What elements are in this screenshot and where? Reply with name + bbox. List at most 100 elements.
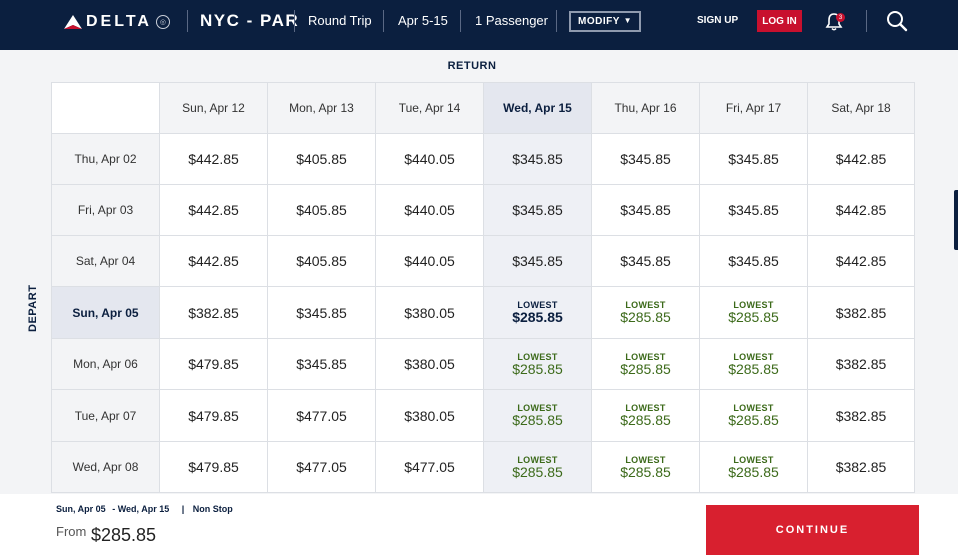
fare-price: $479.85 xyxy=(188,407,239,424)
side-feedback-tab[interactable] xyxy=(954,190,958,250)
fare-cell[interactable]: LOWEST $285.85 xyxy=(484,339,592,390)
selection-footer: Sun, Apr 05 - Wed, Apr 15 | Non Stop Fro… xyxy=(0,494,958,559)
divider xyxy=(187,10,188,32)
fare-cell[interactable]: $345.85 xyxy=(268,287,376,339)
fare-cell[interactable]: $479.85 xyxy=(160,390,268,442)
fare-price: $345.85 xyxy=(620,253,671,269)
depart-date-header: Sun, Apr 05 xyxy=(51,287,160,339)
fare-cell[interactable]: $382.85 xyxy=(808,390,915,442)
fare-cell[interactable]: $345.85 xyxy=(592,236,700,287)
divider xyxy=(866,10,867,32)
fare-price: $285.85 xyxy=(620,412,671,428)
fare-cell[interactable]: $440.05 xyxy=(376,236,484,287)
fare-price: $285.85 xyxy=(512,412,563,428)
fare-cell[interactable]: LOWEST $285.85 xyxy=(700,339,808,390)
fare-cell[interactable]: $442.85 xyxy=(808,185,915,236)
fare-cell[interactable]: $382.85 xyxy=(808,442,915,493)
fare-price: $477.05 xyxy=(404,459,455,475)
fare-cell[interactable]: $382.85 xyxy=(808,287,915,339)
divider xyxy=(460,10,461,32)
fare-cell[interactable]: $442.85 xyxy=(808,236,915,287)
fare-cell[interactable]: $440.05 xyxy=(376,134,484,185)
fare-cell[interactable]: LOWEST $285.85 xyxy=(592,339,700,390)
fare-cell[interactable]: $477.05 xyxy=(376,442,484,493)
fare-cell[interactable]: $345.85 xyxy=(700,236,808,287)
fare-cell[interactable]: LOWEST $285.85 xyxy=(484,390,592,442)
fare-cell[interactable]: LOWEST $285.85 xyxy=(592,287,700,339)
fare-cell[interactable]: $345.85 xyxy=(484,185,592,236)
sign-up-link[interactable]: SIGN UP xyxy=(697,15,739,26)
fare-cell[interactable]: LOWEST $285.85 xyxy=(484,287,592,339)
depart-date-header: Wed, Apr 08 xyxy=(51,442,160,493)
fare-cell[interactable]: $345.85 xyxy=(700,134,808,185)
lowest-fare-tag: LOWEST xyxy=(625,300,666,310)
fare-cell[interactable]: $380.05 xyxy=(376,339,484,390)
fare-cell[interactable]: $405.85 xyxy=(268,185,376,236)
fare-price: $477.05 xyxy=(296,459,347,475)
route-title: NYC - PAR xyxy=(200,11,300,30)
fare-price: $442.85 xyxy=(188,202,239,218)
fare-cell[interactable]: $345.85 xyxy=(700,185,808,236)
continue-button[interactable]: CONTINUE xyxy=(706,505,919,555)
fare-cell[interactable]: LOWEST $285.85 xyxy=(592,390,700,442)
fare-cell[interactable]: LOWEST $285.85 xyxy=(700,287,808,339)
search-icon[interactable] xyxy=(886,10,908,32)
fare-price: $345.85 xyxy=(512,151,563,167)
selection-summary: Sun, Apr 05 - Wed, Apr 15 | Non Stop xyxy=(56,504,237,514)
passenger-count[interactable]: 1 Passenger xyxy=(475,13,548,28)
trip-type[interactable]: Round Trip xyxy=(308,13,372,28)
fare-cell[interactable]: $345.85 xyxy=(484,134,592,185)
lowest-fare-tag: LOWEST xyxy=(517,351,558,362)
fare-cell[interactable]: $405.85 xyxy=(268,134,376,185)
fare-calendar-grid: Sun, Apr 12 Mon, Apr 13 Tue, Apr 14 Wed, Ap… xyxy=(51,82,915,493)
selected-depart-date: Sun, Apr 05 xyxy=(56,504,106,514)
fare-price: $285.85 xyxy=(728,309,779,325)
lowest-fare-tag: LOWEST xyxy=(517,403,558,413)
delta-logo[interactable]: DELTA ◎ xyxy=(64,12,170,32)
fare-price: $345.85 xyxy=(512,253,563,269)
fare-price: $285.85 xyxy=(512,463,563,480)
fare-price: $440.05 xyxy=(404,151,455,167)
fare-cell[interactable]: $382.85 xyxy=(160,287,268,339)
lowest-fare-tag: LOWEST xyxy=(625,403,666,413)
log-in-button[interactable]: LOG IN xyxy=(757,10,802,32)
fare-price: $442.85 xyxy=(835,151,887,167)
return-date-header: Wed, Apr 15 xyxy=(484,82,592,134)
fare-cell[interactable]: $479.85 xyxy=(160,442,268,493)
fare-price: $440.05 xyxy=(404,202,455,218)
fare-cell[interactable]: LOWEST $285.85 xyxy=(700,390,808,442)
fare-cell[interactable]: LOWEST $285.85 xyxy=(592,442,700,493)
trip-dates[interactable]: Apr 5-15 xyxy=(398,13,448,28)
fare-price: $345.85 xyxy=(296,356,347,372)
fare-cell[interactable]: $380.05 xyxy=(376,390,484,442)
top-nav: DELTA ◎ NYC - PAR Round Trip Apr 5-15 1 … xyxy=(0,0,958,50)
fare-cell[interactable]: $442.85 xyxy=(160,236,268,287)
fare-cell[interactable]: $345.85 xyxy=(592,134,700,185)
grid-corner xyxy=(51,82,160,134)
fare-cell[interactable]: $345.85 xyxy=(268,339,376,390)
selected-return-date: - Wed, Apr 15 xyxy=(112,504,170,514)
fare-cell[interactable]: $345.85 xyxy=(592,185,700,236)
fare-cell[interactable]: $382.85 xyxy=(808,339,915,390)
fare-cell[interactable]: $345.85 xyxy=(484,236,592,287)
lowest-fare-tag: LOWEST xyxy=(625,454,666,465)
fare-cell[interactable]: LOWEST $285.85 xyxy=(700,442,808,493)
fare-cell[interactable]: $479.85 xyxy=(160,339,268,390)
fare-cell[interactable]: $477.05 xyxy=(268,390,376,442)
fare-cell[interactable]: $477.05 xyxy=(268,442,376,493)
fare-cell[interactable]: LOWEST $285.85 xyxy=(484,442,592,493)
modify-button[interactable]: MODIFY ▼ xyxy=(569,11,641,32)
fare-cell[interactable]: $440.05 xyxy=(376,185,484,236)
fare-price: $285.85 xyxy=(728,412,779,428)
fare-cell[interactable]: $380.05 xyxy=(376,287,484,339)
fare-price: $285.85 xyxy=(512,360,563,377)
fare-cell[interactable]: $442.85 xyxy=(160,185,268,236)
fare-price: $479.85 xyxy=(188,459,239,475)
fare-price: $345.85 xyxy=(296,304,347,321)
fare-price: $442.85 xyxy=(835,253,887,269)
fare-cell[interactable]: $405.85 xyxy=(268,236,376,287)
fare-price: $477.05 xyxy=(296,407,347,424)
fare-cell[interactable]: $442.85 xyxy=(808,134,915,185)
fare-cell[interactable]: $442.85 xyxy=(160,134,268,185)
fare-price: $382.85 xyxy=(835,304,887,321)
